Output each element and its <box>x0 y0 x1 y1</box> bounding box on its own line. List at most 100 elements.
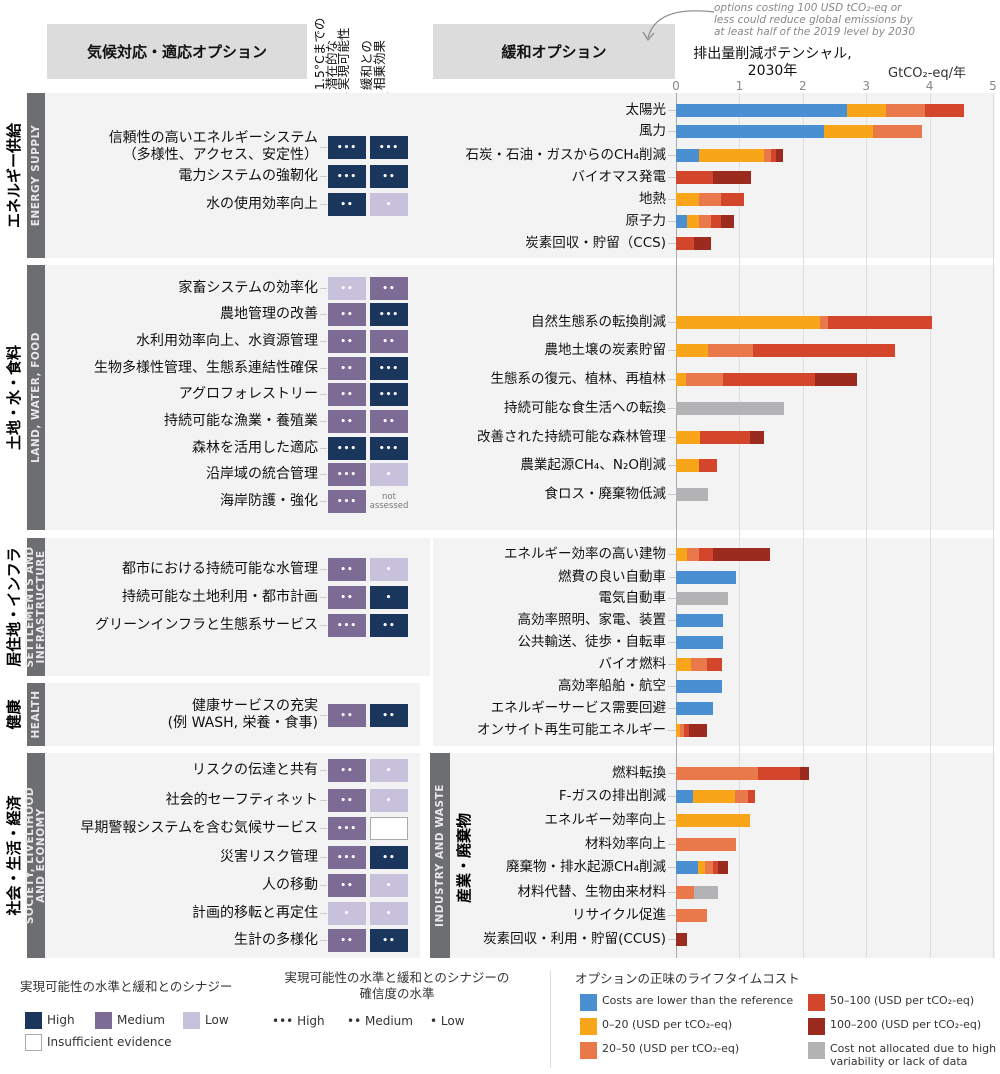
bar-segment <box>713 861 719 874</box>
confidence-dots: ••• <box>336 171 358 182</box>
feasibility-cell: ••• <box>328 437 366 460</box>
mitigation-option-label: 材料効率向上 <box>585 836 666 852</box>
synergy-cell: not assessed <box>369 490 409 513</box>
mitigation-option-label: 持続可能な食生活への転換 <box>504 400 666 416</box>
bar-segment <box>676 790 694 803</box>
synergy-cell: • <box>370 902 408 925</box>
legend-cost-item: Cost not allocated due to high variabili… <box>808 1042 998 1068</box>
bar-segment <box>698 459 717 472</box>
confidence-dots: • <box>385 908 393 919</box>
bar-segment <box>707 344 754 357</box>
dots: • <box>430 1014 438 1028</box>
bar-segment <box>764 149 772 162</box>
confidence-dots: • <box>385 765 393 776</box>
bar-segment <box>872 125 922 138</box>
x-tick-label: 2 <box>798 79 807 93</box>
bar-segment <box>713 171 751 184</box>
label-leader <box>668 915 676 916</box>
section-label-jp: 健康 <box>4 699 23 730</box>
label-leader <box>320 288 327 289</box>
confidence-dots: ••• <box>336 620 358 631</box>
bar-segment <box>676 861 699 874</box>
confidence-dots: •• <box>340 564 354 575</box>
confidence-dots: •• <box>340 389 354 400</box>
feasibility-cell: ••• <box>328 614 366 637</box>
legend-swatch <box>808 1042 825 1059</box>
label-leader <box>668 598 676 599</box>
synergy-cell: •• <box>370 929 408 952</box>
label-leader <box>668 892 676 893</box>
x-tick-label: 3 <box>862 79 871 93</box>
confidence-dots: ••• <box>336 443 358 454</box>
legend-confidence-medium: •• Medium <box>347 1014 413 1028</box>
bar-segment <box>676 193 700 206</box>
confidence-dots: •• <box>340 592 354 603</box>
adaptation-option-label: 水利用効率向上、水資源管理 <box>136 333 318 349</box>
mitigation-option-label: 自然生態系の転換削減 <box>531 314 666 330</box>
section-panel <box>430 753 995 958</box>
label-leader <box>668 350 676 351</box>
label-leader <box>320 501 327 502</box>
mitigation-option-label: 太陽光 <box>625 102 667 118</box>
legend-cost-item: 50–100 (USD per tCO₂-eq) <box>808 994 974 1011</box>
bar-segment <box>847 104 887 117</box>
mitigation-option-label: 廃棄物・排水起源CH₄削減 <box>506 859 666 875</box>
bar-segment <box>676 171 714 184</box>
gridline <box>676 93 677 958</box>
bar-segment <box>676 658 691 671</box>
legend-level-high: High <box>25 1012 75 1029</box>
confidence-dots: ••• <box>336 469 358 480</box>
x-tick-label: 5 <box>989 79 997 93</box>
legend-label: 20–50 (USD per tCO₂-eq) <box>602 1042 740 1055</box>
bar-segment <box>705 861 714 874</box>
bar-segment <box>721 215 734 228</box>
label-leader <box>668 773 676 774</box>
adaptation-option-label: 森林を活用した適応 <box>192 440 318 456</box>
mitigation-option-label: リサイクル促進 <box>572 907 666 923</box>
label-leader <box>668 730 676 731</box>
adaptation-option-label: 海岸防護・強化 <box>220 493 318 509</box>
mitigation-option-label: 材料代替、生物由来材料 <box>517 884 667 900</box>
feasibility-cell: •• <box>328 874 366 897</box>
bar-segment <box>799 767 810 780</box>
label-leader <box>668 796 676 797</box>
adaptation-option-label: リスクの伝達と共有 <box>192 762 318 778</box>
bar-segment <box>676 838 736 851</box>
feasibility-cell: ••• <box>328 846 366 869</box>
bar-segment <box>676 592 728 605</box>
bar-segment <box>676 149 700 162</box>
mitigation-header: 緩和オプション <box>433 24 675 79</box>
bar-segment <box>676 125 824 138</box>
col-header-synergy: 緩和との 相乗効果 <box>359 39 387 90</box>
legend-label: 100–200 (USD per tCO₂-eq) <box>830 1018 982 1031</box>
confidence-dots: not assessed <box>369 491 409 511</box>
legend-label: Costs are lower than the reference <box>602 994 794 1007</box>
confidence-dots: • <box>343 908 351 919</box>
feasibility-cell: •• <box>328 558 366 581</box>
confidence-dots: • <box>385 880 393 891</box>
legend-label: Cost not allocated due to high variabili… <box>830 1042 997 1068</box>
mitigation-option-label: オンサイト再生可能エネルギー <box>477 722 666 738</box>
legend-confidence-title: 実現可能性の水準と緩和とのシナジーの 確信度の水準 <box>284 970 510 1001</box>
confidence-dots: •• <box>340 416 354 427</box>
confidence-dots: • <box>385 564 393 575</box>
adaptation-option-label: 信頼性の高いエネルギーシステム （多様性、アクセス、安定性） <box>108 130 318 163</box>
dots: •• <box>347 1014 362 1028</box>
mitigation-option-label: 炭素回収・貯留（CCS) <box>525 235 666 251</box>
bar-segment <box>753 344 895 357</box>
bar-segment <box>771 149 776 162</box>
legend-swatch <box>808 994 825 1011</box>
feasibility-cell: •• <box>328 586 366 609</box>
section-label-en: SETTLEMENTS AND INFRASTRUCTURE <box>24 538 47 676</box>
bar-segment <box>676 702 713 715</box>
label-leader <box>320 147 327 148</box>
legend-label: Insufficient evidence <box>47 1035 172 1049</box>
synergy-cell: •• <box>370 330 408 353</box>
synergy-cell: • <box>370 586 408 609</box>
confidence-dots: ••• <box>378 443 400 454</box>
synergy-cell: •• <box>370 277 408 300</box>
x-tick-label: 1 <box>735 79 744 93</box>
bar-segment <box>676 614 723 627</box>
confidence-dots: •• <box>340 765 354 776</box>
label-leader <box>668 465 676 466</box>
